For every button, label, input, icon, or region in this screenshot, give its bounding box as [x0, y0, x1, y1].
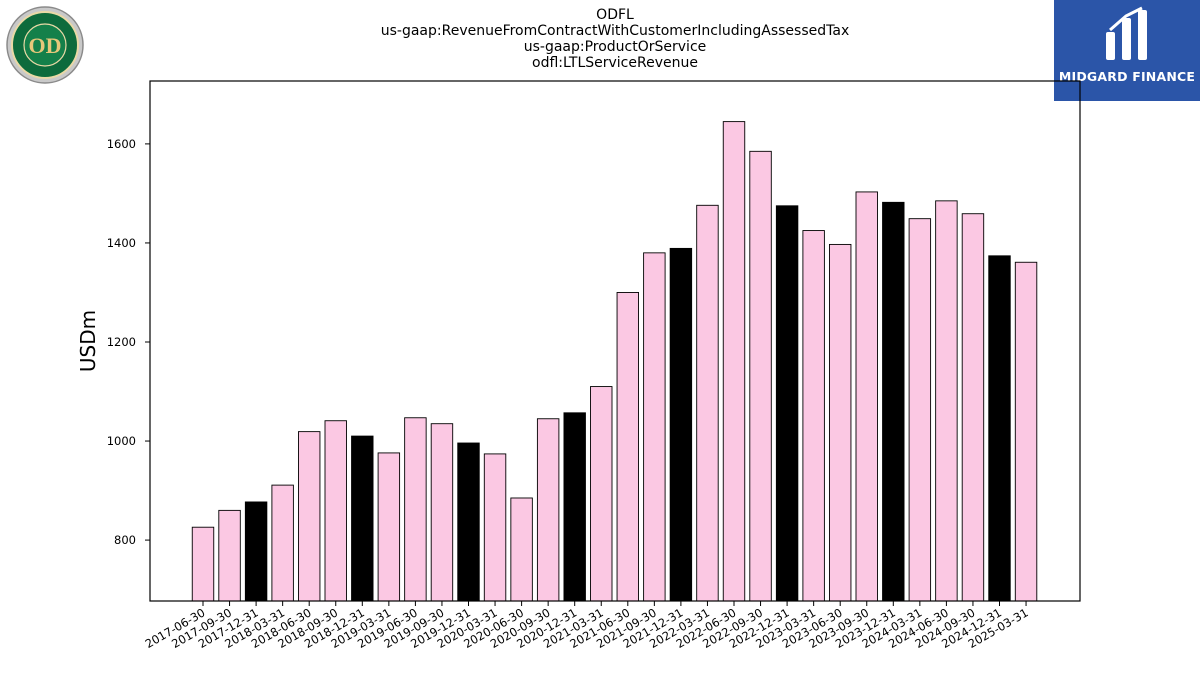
bar-2024-06-30 [935, 200, 958, 602]
bar-2023-12-31 [882, 201, 905, 602]
y-tick-label: 1600 [107, 137, 136, 151]
bar-series [191, 121, 1038, 602]
bar-2023-06-30 [829, 243, 852, 602]
bar-2019-09-30 [430, 423, 454, 602]
bar-2025-03-31 [1014, 261, 1038, 602]
bar-2024-03-31 [908, 218, 932, 602]
chart-title-member: odfl:LTLServiceRevenue [532, 55, 698, 71]
bar-2022-06-30 [722, 121, 746, 602]
y-tick-label: 1000 [107, 434, 136, 448]
chart-title-ticker: ODFL [596, 7, 634, 23]
bar-2017-06-30 [191, 526, 215, 602]
bar-2018-06-30 [298, 431, 321, 602]
bar-2017-09-30 [218, 509, 241, 602]
midgard-logo-text: MIDGARD FINANCE [1058, 69, 1196, 84]
chart-title-axis: us-gaap:ProductOrService [523, 39, 707, 55]
old-dominion-logo-graphic: OD [6, 6, 84, 84]
midgard-finance-logo: MIDGARD FINANCE [1054, 0, 1200, 101]
bar-2021-06-30 [616, 292, 639, 602]
svg-text:OD: OD [29, 33, 62, 58]
bar-2018-09-30 [324, 420, 347, 602]
midgard-logo-mark [1106, 6, 1147, 60]
bar-2018-12-31 [351, 435, 374, 602]
bar-2018-03-31 [271, 484, 294, 602]
bar-2017-12-31 [244, 501, 268, 602]
x-axis: 2017-06-302017-09-302017-12-312018-03-31… [143, 601, 1031, 651]
y-axis-label: USDm [76, 310, 100, 372]
chart-title-concept: us-gaap:RevenueFromContractWithCustomerI… [380, 23, 850, 39]
y-tick-label: 800 [114, 533, 136, 547]
bar-2020-12-31 [563, 412, 586, 602]
bar-2020-09-30 [536, 418, 560, 602]
y-tick-label: 1400 [107, 236, 136, 250]
bar-2024-12-31 [988, 255, 1011, 602]
plot-frame [149, 80, 1081, 602]
bar-2020-03-31 [483, 453, 507, 602]
bar-2022-03-31 [696, 204, 719, 602]
bar-2021-09-30 [643, 252, 666, 602]
bar-2023-09-30 [855, 191, 878, 602]
y-tick-label: 1200 [107, 335, 136, 349]
bar-2020-06-30 [510, 497, 533, 602]
bar-2023-03-31 [802, 230, 825, 602]
bar-2021-12-31 [669, 247, 693, 602]
chart-title-block: ODFL us-gaap:RevenueFromContractWithCust… [150, 7, 1080, 71]
bar-2022-12-31 [775, 205, 799, 602]
bar-2019-12-31 [457, 442, 480, 602]
y-axis: 800 1000 1200 1400 1600 [107, 137, 150, 547]
bar-2019-06-30 [404, 417, 427, 602]
bar-2024-09-30 [961, 213, 985, 602]
bar-2021-03-31 [590, 386, 613, 602]
bar-2022-09-30 [749, 150, 772, 602]
old-dominion-logo: OD [6, 6, 84, 84]
bar-2019-03-31 [377, 452, 401, 602]
